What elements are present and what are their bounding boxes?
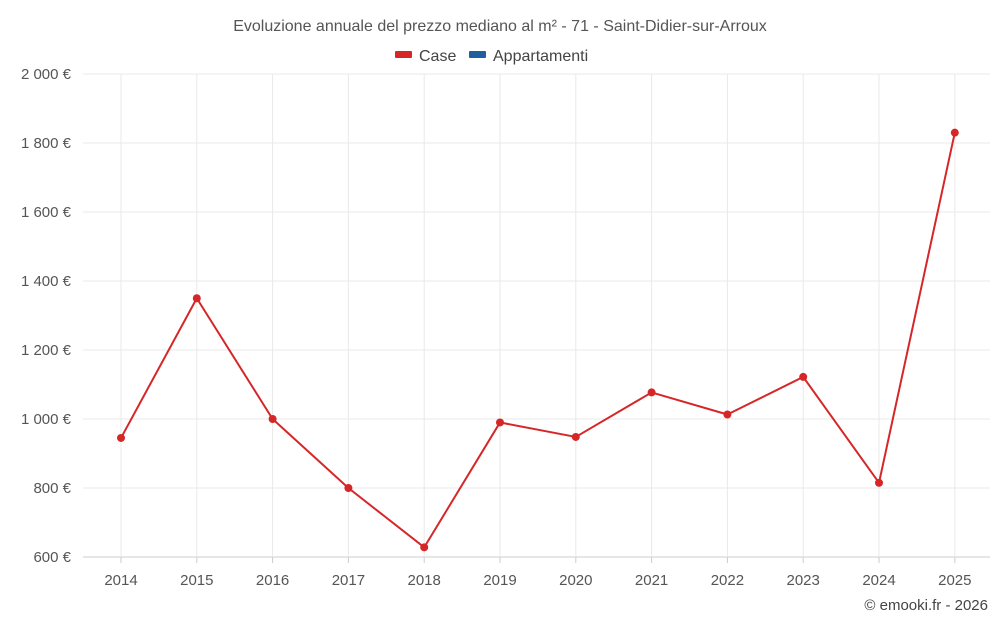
y-tick-label: 600 € [33,549,71,566]
series-line-case [120,132,956,549]
y-tick-label: 1 600 € [21,204,72,221]
data-point-case-2014[interactable] [117,433,125,442]
data-point-case-2021[interactable] [647,388,656,397]
grid [83,73,990,558]
series-case [117,128,959,552]
x-tick-label: 2021 [635,572,668,589]
legend-label-appartamenti[interactable]: Appartamenti [493,48,588,65]
chart-title: Evoluzione annuale del prezzo mediano al… [233,18,767,35]
x-tick-label: 2018 [408,572,441,589]
legend-swatch-appartamenti [469,51,486,58]
data-point-case-2023[interactable] [799,372,808,381]
x-tick-label: 2023 [787,572,820,589]
data-point-case-2017[interactable] [344,484,353,492]
y-tick-label: 2 000 € [21,66,72,83]
x-tick-label: 2024 [862,572,895,589]
y-tick-label: 800 € [33,480,71,497]
x-tick-label: 2015 [180,572,213,589]
legend-swatch-case [395,51,412,58]
x-tick-label: 2017 [332,572,365,589]
x-tick-label: 2014 [104,572,137,589]
y-tick-label: 1 200 € [21,342,72,359]
data-point-case-2022[interactable] [723,410,732,419]
data-point-case-2016[interactable] [268,415,277,423]
data-point-case-2025[interactable] [950,128,959,137]
data-point-case-2018[interactable] [420,543,429,552]
legend-label-case[interactable]: Case [419,48,456,65]
legend: Case Appartamenti [395,48,588,65]
y-axis: 600 € 800 € 1 000 € 1 200 € 1 400 € 1 600 € 1 … [21,66,72,566]
data-point-case-2015[interactable] [192,294,201,303]
x-axis: 2014 2015 2016 2017 2018 2019 2020 2021 2022 2023… [104,557,971,589]
y-tick-label: 1 800 € [21,135,72,152]
x-tick-label: 2025 [938,572,971,589]
y-tick-label: 1 400 € [21,273,72,290]
x-tick-label: 2016 [256,572,289,589]
data-point-case-2019[interactable] [496,418,504,427]
x-tick-label: 2020 [559,572,592,589]
y-tick-label: 1 000 € [21,411,72,428]
credit-text[interactable]: © emooki.fr - 2026 [864,597,988,614]
data-point-case-2020[interactable] [571,432,580,441]
data-point-case-2024[interactable] [875,478,883,487]
x-tick-label: 2022 [711,572,744,589]
x-tick-label: 2019 [483,572,516,589]
